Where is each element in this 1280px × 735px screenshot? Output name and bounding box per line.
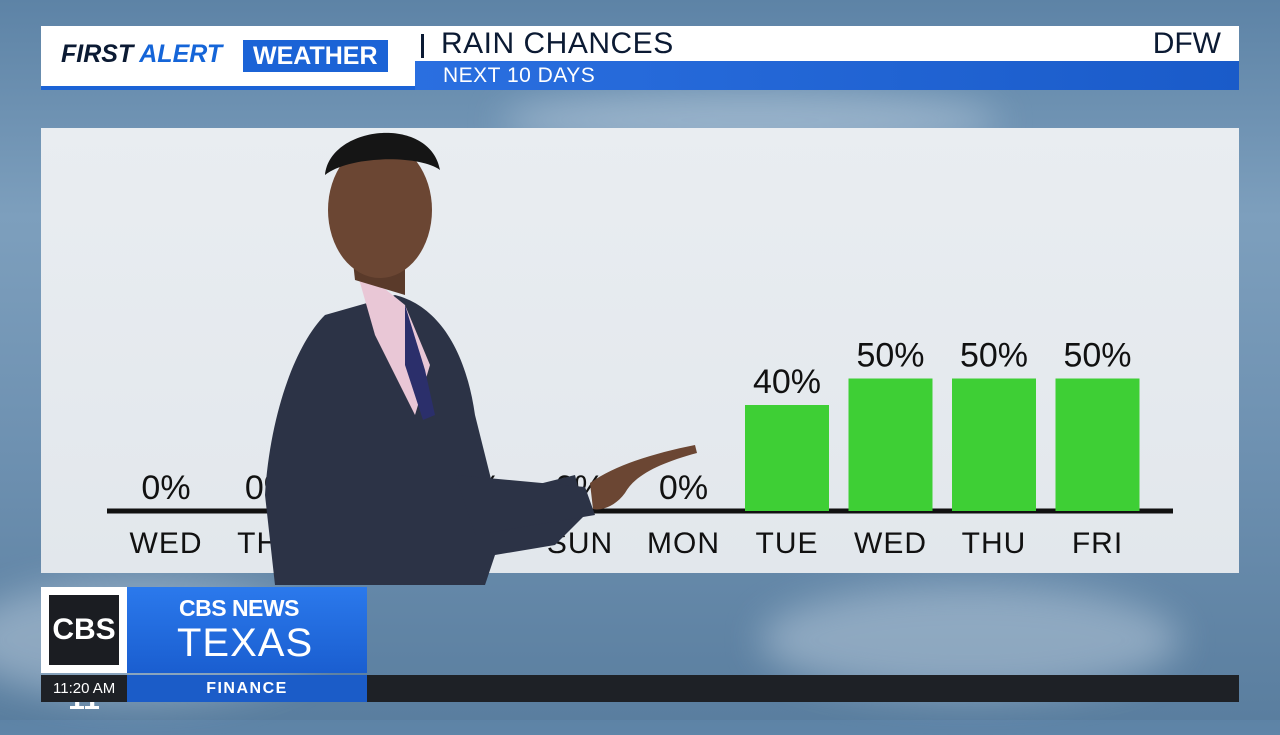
title-divider — [421, 34, 424, 58]
segment-tab: FINANCE — [127, 675, 367, 702]
page-subtitle: NEXT 10 DAYS — [443, 64, 596, 87]
bar — [952, 378, 1036, 511]
bar-value-label: 50% — [1063, 337, 1131, 375]
network-logo: CBS NEWS TEXAS — [127, 587, 367, 673]
ticker-bar: 11:20 AM FINANCE — [41, 675, 1239, 702]
brand-first-text: FIRST — [61, 40, 134, 68]
page-title: RAIN CHANCES — [441, 27, 674, 60]
network-line2: TEXAS — [177, 621, 314, 665]
network-line1: CBS NEWS — [179, 595, 299, 621]
clock-time: 11:20 AM — [53, 680, 116, 697]
bar-value-label: 0% — [659, 469, 708, 507]
bar-value-label: 0% — [141, 469, 190, 507]
segment-label: FINANCE — [206, 680, 288, 697]
bar-value-label: 50% — [960, 337, 1028, 375]
bar — [745, 405, 829, 511]
brand-alert-text: ALERT — [139, 40, 223, 68]
day-tick-label: TUE — [756, 527, 819, 560]
chart-panel: 0%WED0%THU0%FRI0%SAT0%SUN0%MON40%TUE50%W… — [41, 128, 1239, 573]
cbs11-logo: CBS 11 — [49, 595, 119, 716]
bar-value-label: 40% — [753, 363, 821, 401]
region-label: DFW — [1152, 27, 1221, 60]
day-tick-label: WED — [854, 527, 927, 560]
presenter-figure — [265, 132, 697, 585]
weather-header: FIRST ALERT WEATHER RAIN CHANCES DFW NEX… — [41, 26, 1239, 90]
day-tick-label: WED — [130, 527, 203, 560]
day-tick-label: THU — [962, 527, 1027, 560]
day-tick-label: MON — [647, 527, 720, 560]
subtitle-bar: NEXT 10 DAYS — [415, 61, 1239, 90]
day-tick-label: FRI — [1072, 527, 1123, 560]
first-alert-weather-logo: FIRST ALERT WEATHER — [41, 26, 415, 90]
bar — [1055, 378, 1140, 511]
station-logo: CBS 11 — [41, 587, 127, 716]
brand-weather-text: WEATHER — [243, 40, 388, 72]
bar-value-label: 50% — [856, 337, 924, 375]
brand-stripe — [41, 86, 415, 90]
bar — [848, 378, 933, 511]
